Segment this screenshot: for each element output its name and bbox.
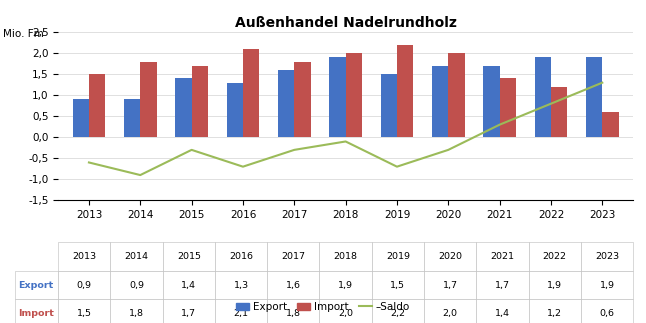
Bar	[243, 49, 260, 137]
Bar	[602, 112, 619, 137]
Bar	[124, 99, 140, 137]
Bar	[175, 78, 192, 137]
Bar	[227, 83, 243, 137]
Title: Außenhandel Nadelrundholz: Außenhandel Nadelrundholz	[234, 16, 457, 30]
Bar	[448, 53, 464, 137]
Bar	[534, 57, 551, 137]
Bar	[72, 99, 89, 137]
Bar	[140, 62, 157, 137]
Bar	[329, 57, 346, 137]
Bar	[295, 62, 311, 137]
Bar	[278, 70, 295, 137]
Legend: Export, Import, –Saldo: Export, Import, –Saldo	[232, 298, 414, 316]
Bar	[551, 87, 567, 137]
Bar	[499, 78, 516, 137]
Bar	[192, 66, 208, 137]
Bar	[89, 74, 105, 137]
Bar	[483, 66, 499, 137]
Text: Mio. Fm: Mio. Fm	[3, 29, 44, 39]
Bar	[346, 53, 362, 137]
Bar	[586, 57, 602, 137]
Bar	[432, 66, 448, 137]
Bar	[397, 45, 413, 137]
Bar	[380, 74, 397, 137]
